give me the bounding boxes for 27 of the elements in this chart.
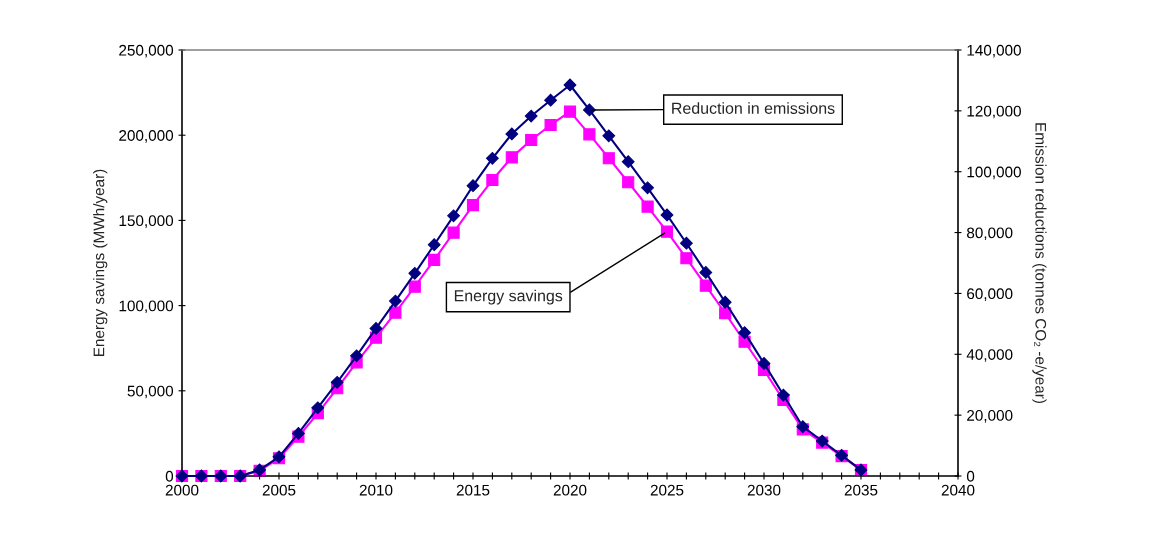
x-tick-label: 2005	[262, 484, 296, 496]
y2-tick-label: 20,000	[967, 410, 1013, 423]
x-tick-label: 2040	[941, 484, 975, 496]
x-tick-label: 2035	[844, 484, 878, 496]
y-tick-label: 100,000	[119, 300, 174, 314]
y-tick-label: 150,000	[119, 215, 174, 228]
x-tick-label: 2010	[359, 484, 393, 496]
y2-tick-label: 100,000	[967, 166, 1021, 180]
x-tick-label: 2030	[747, 484, 781, 496]
y2-tick-label: 0	[966, 470, 975, 482]
y-tick-label: 50,000	[127, 385, 174, 399]
x-tick-label: 2000	[165, 484, 199, 496]
text: Reduction in emissions	[672, 102, 835, 114]
y-axis-title: Energy savings (MWh/year)	[93, 169, 108, 356]
x-tick-label: 2015	[456, 484, 490, 496]
y-tick-label: 200,000	[119, 130, 174, 143]
y-tick-label: 250,000	[119, 44, 174, 58]
y-tick-label: 0	[165, 470, 174, 482]
y2-tick-label: 40,000	[966, 349, 1013, 362]
y2-axis-title: Emission reductions (tonnes CO₂ -e/year)	[1032, 123, 1047, 403]
x-tick-label: 2025	[650, 484, 684, 496]
series-label: Energy savings	[454, 289, 563, 305]
y2-tick-label: 80,000	[967, 227, 1013, 241]
y2-tick-label: 120,000	[967, 105, 1021, 119]
y2-tick-label: 140,000	[967, 44, 1021, 58]
y2-tick-label: 60,000	[967, 288, 1013, 301]
x-tick-label: 2020	[553, 484, 587, 496]
